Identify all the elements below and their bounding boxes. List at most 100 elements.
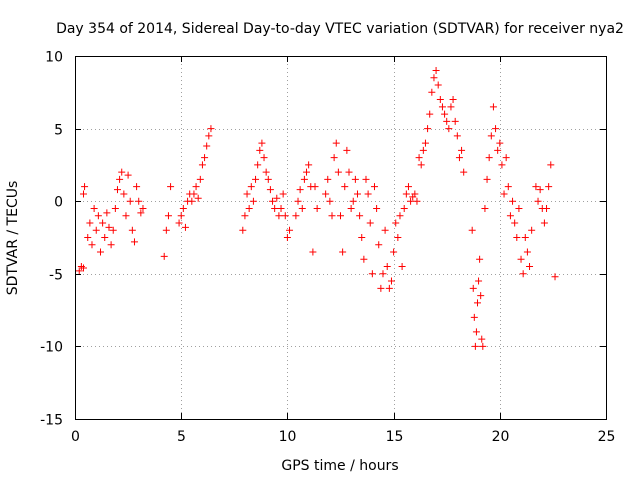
data-point bbox=[368, 270, 376, 278]
data-point bbox=[328, 212, 336, 220]
data-point bbox=[124, 171, 132, 179]
data-point bbox=[349, 197, 357, 205]
data-point bbox=[167, 183, 175, 191]
data-point bbox=[375, 241, 383, 249]
data-point bbox=[551, 273, 559, 281]
data-point bbox=[532, 183, 540, 191]
data-point bbox=[543, 204, 551, 212]
data-point bbox=[275, 212, 283, 220]
data-point bbox=[277, 204, 285, 212]
data-point bbox=[394, 234, 402, 241]
data-point bbox=[404, 183, 412, 191]
data-point bbox=[94, 212, 102, 220]
data-point bbox=[205, 132, 213, 140]
data-point bbox=[415, 154, 423, 162]
data-point bbox=[137, 209, 145, 217]
data-point bbox=[162, 226, 170, 234]
data-point bbox=[120, 190, 128, 198]
data-point bbox=[438, 103, 446, 111]
data-point bbox=[469, 284, 477, 292]
data-point bbox=[294, 197, 302, 205]
data-point bbox=[322, 190, 330, 198]
data-point bbox=[402, 190, 410, 198]
data-point bbox=[245, 204, 253, 212]
data-point bbox=[247, 183, 255, 191]
y-tick-label: 5 bbox=[54, 123, 63, 139]
data-point bbox=[526, 263, 534, 271]
data-point bbox=[281, 212, 289, 220]
data-point bbox=[383, 263, 391, 271]
axis-ticks: 0 5 10 15 20 25 -15 -10 -5 0 5 10 bbox=[40, 50, 615, 446]
data-point bbox=[177, 212, 185, 220]
data-point bbox=[426, 110, 434, 118]
data-point bbox=[101, 234, 109, 241]
data-point bbox=[188, 197, 196, 205]
data-point bbox=[330, 154, 338, 162]
data-point bbox=[366, 219, 374, 227]
data-point bbox=[534, 197, 542, 205]
data-point bbox=[471, 342, 479, 350]
data-point bbox=[473, 299, 481, 307]
data-point bbox=[428, 88, 436, 96]
data-point bbox=[279, 190, 287, 198]
data-point bbox=[109, 226, 117, 234]
data-point bbox=[273, 194, 281, 202]
data-point bbox=[241, 212, 249, 220]
data-point bbox=[500, 190, 508, 198]
data-point bbox=[113, 186, 121, 194]
data-point bbox=[381, 226, 389, 234]
data-point bbox=[139, 204, 147, 212]
chart-title: Day 354 of 2014, Sidereal Day-to-day VTE… bbox=[56, 21, 624, 37]
data-point bbox=[536, 186, 544, 194]
data-point bbox=[160, 252, 168, 260]
data-point bbox=[179, 204, 187, 212]
data-point bbox=[451, 117, 459, 125]
data-point bbox=[364, 190, 372, 198]
data-point bbox=[379, 270, 387, 278]
data-point bbox=[296, 186, 304, 194]
data-point bbox=[358, 234, 366, 241]
data-point bbox=[476, 255, 484, 263]
data-point bbox=[339, 248, 347, 256]
data-point bbox=[343, 146, 351, 154]
data-point bbox=[392, 219, 400, 227]
data-point bbox=[472, 328, 480, 336]
data-point bbox=[111, 204, 119, 212]
data-point bbox=[116, 175, 124, 183]
data-point bbox=[445, 125, 453, 133]
data-point bbox=[313, 204, 321, 212]
data-point bbox=[286, 226, 294, 234]
data-point bbox=[300, 175, 308, 183]
data-point bbox=[303, 168, 311, 176]
data-point bbox=[390, 248, 398, 256]
data-point bbox=[506, 212, 514, 220]
data-point bbox=[477, 292, 485, 300]
data-point bbox=[487, 132, 495, 140]
data-point bbox=[103, 209, 111, 217]
data-point bbox=[252, 175, 260, 183]
data-point bbox=[370, 183, 378, 191]
data-point bbox=[92, 226, 100, 234]
x-tick-label: 5 bbox=[177, 429, 186, 445]
data-point bbox=[249, 197, 257, 205]
x-tick-label: 10 bbox=[279, 429, 297, 445]
data-point bbox=[118, 168, 126, 176]
data-point bbox=[385, 284, 393, 292]
data-point bbox=[411, 190, 419, 198]
x-tick-label: 20 bbox=[492, 429, 510, 445]
data-point bbox=[498, 161, 506, 169]
data-point bbox=[88, 241, 96, 249]
data-point bbox=[519, 270, 527, 278]
data-point bbox=[324, 175, 332, 183]
data-point bbox=[337, 212, 344, 220]
x-tick-label: 15 bbox=[386, 429, 404, 445]
data-point bbox=[135, 197, 143, 205]
y-tick-label: -10 bbox=[40, 340, 63, 356]
data-point bbox=[305, 161, 313, 169]
data-point bbox=[430, 74, 438, 82]
data-point bbox=[373, 204, 381, 212]
data-point bbox=[356, 212, 364, 220]
data-point bbox=[511, 219, 519, 227]
data-point bbox=[75, 267, 83, 275]
